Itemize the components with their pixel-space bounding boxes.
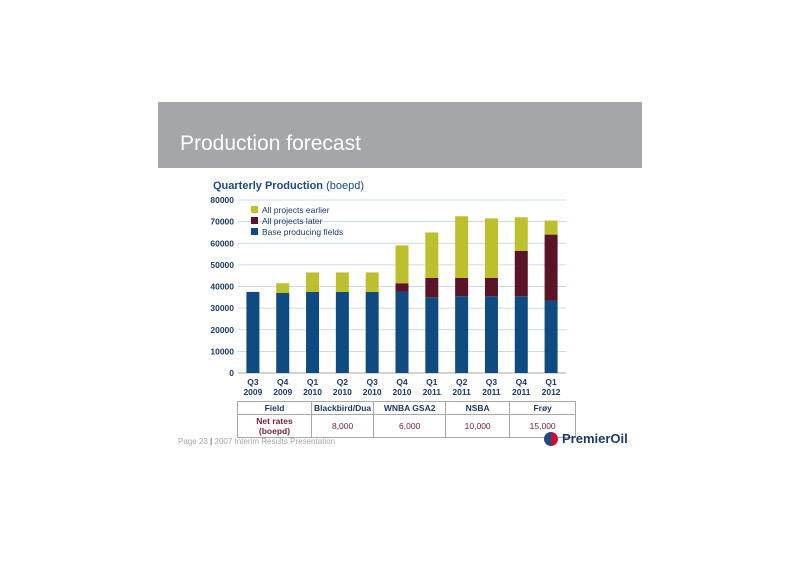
y-tick-label: 10000 bbox=[210, 346, 234, 356]
bar-segment bbox=[276, 283, 290, 293]
x-tick-label: Q1 bbox=[545, 377, 557, 387]
bar-segment bbox=[425, 232, 439, 278]
bar-segment bbox=[484, 296, 498, 373]
y-tick-label: 70000 bbox=[210, 217, 234, 227]
footer: Page 23 | 2007 Interim Results Presentat… bbox=[178, 437, 335, 446]
table-cell: 10,000 bbox=[445, 414, 511, 438]
footer-separator: | bbox=[210, 437, 213, 446]
bar-segment bbox=[455, 216, 469, 278]
x-tick-label: 2009 bbox=[273, 387, 292, 395]
y-tick-label: 60000 bbox=[210, 238, 234, 248]
x-tick-label: 2011 bbox=[512, 387, 531, 395]
page-number: Page 23 bbox=[178, 437, 208, 446]
legend-label: All projects earlier bbox=[262, 205, 330, 215]
table-header-cell: Blackbird/Dua bbox=[310, 401, 375, 415]
bar-segment bbox=[455, 277, 469, 297]
x-tick-label: 2011 bbox=[482, 387, 501, 395]
x-tick-label: 2010 bbox=[393, 387, 412, 395]
bar-segment bbox=[365, 272, 379, 292]
chart-title-unit: (boepd) bbox=[323, 180, 365, 192]
y-tick-label: 50000 bbox=[210, 260, 234, 270]
bar-segment bbox=[544, 300, 558, 373]
x-tick-label: 2011 bbox=[423, 387, 442, 395]
bar-segment bbox=[514, 250, 528, 297]
bar-segment bbox=[395, 245, 409, 284]
x-tick-label: Q4 bbox=[396, 377, 408, 387]
logo-text: PremierOil bbox=[562, 431, 628, 446]
x-tick-label: Q4 bbox=[277, 377, 289, 387]
bar-segment bbox=[365, 291, 379, 373]
table-header-cell: WNBA GSA2 bbox=[373, 401, 447, 415]
presentation-title: 2007 Interim Results Presentation bbox=[214, 437, 336, 446]
x-tick-label: 2010 bbox=[333, 387, 352, 395]
x-tick-label: Q1 bbox=[307, 377, 319, 387]
legend-label: All projects later bbox=[262, 216, 323, 226]
bar-segment bbox=[335, 272, 349, 292]
slide-title: Production forecast bbox=[180, 132, 361, 155]
bar-segment bbox=[395, 283, 409, 292]
x-tick-label: 2010 bbox=[303, 387, 322, 395]
legend-swatch bbox=[251, 217, 258, 224]
y-tick-label: 0 bbox=[229, 368, 234, 378]
title-band: Production forecast bbox=[158, 102, 642, 168]
x-tick-label: Q3 bbox=[247, 377, 259, 387]
bar-segment bbox=[544, 234, 558, 301]
x-tick-label: Q2 bbox=[337, 377, 349, 387]
x-tick-label: 2009 bbox=[243, 387, 262, 395]
bar-segment bbox=[246, 291, 260, 373]
y-tick-label: 30000 bbox=[210, 303, 234, 313]
table-header-cell: NSBA bbox=[445, 401, 511, 415]
bar-segment bbox=[544, 220, 558, 235]
table-header-cell: Field bbox=[237, 401, 312, 415]
x-tick-label: 2010 bbox=[363, 387, 382, 395]
bar-segment bbox=[484, 277, 498, 297]
table-cell: 8,000 bbox=[310, 414, 375, 438]
legend-swatch bbox=[251, 206, 258, 213]
table-rates-row: Net rates (boepd) 8,000 6,000 10,000 15,… bbox=[237, 414, 577, 438]
table-cell: 15,000 bbox=[509, 414, 577, 438]
bar-segment bbox=[335, 291, 349, 373]
bar-segment bbox=[455, 296, 469, 373]
x-tick-label: Q4 bbox=[516, 377, 528, 387]
x-tick-label: 2012 bbox=[542, 387, 561, 395]
field-rates-table: Field Blackbird/Dua WNBA GSA2 NSBA Frøy … bbox=[237, 401, 577, 438]
table-header-cell: Frøy bbox=[509, 401, 577, 415]
bar-segment bbox=[425, 277, 439, 298]
bar-segment bbox=[276, 292, 290, 373]
bar-segment bbox=[484, 218, 498, 278]
bar-segment bbox=[514, 217, 528, 251]
bar-segment bbox=[395, 291, 409, 373]
production-bar-chart: 0 10000 20000 30000 40000 50000 60000 70000 8000… bbox=[210, 195, 566, 395]
x-tick-label: 2011 bbox=[452, 387, 471, 395]
premier-oil-logo: PremierOil bbox=[544, 431, 628, 446]
x-tick-label: Q1 bbox=[426, 377, 438, 387]
logo-mark-icon bbox=[544, 431, 558, 446]
table-row-label: Net rates (boepd) bbox=[237, 414, 312, 438]
bar-segment bbox=[425, 297, 439, 373]
chart-title: Quarterly Production (boepd) bbox=[213, 180, 364, 192]
x-tick-label: Q2 bbox=[456, 377, 468, 387]
x-tick-label: Q3 bbox=[486, 377, 498, 387]
legend-swatch bbox=[251, 228, 258, 235]
table-header-row: Field Blackbird/Dua WNBA GSA2 NSBA Frøy bbox=[237, 401, 577, 415]
y-tick-label: 40000 bbox=[210, 282, 234, 292]
y-tick-label: 80000 bbox=[210, 195, 234, 205]
table-cell: 6,000 bbox=[373, 414, 447, 438]
y-tick-label: 20000 bbox=[210, 325, 234, 335]
legend-label: Base producing fields bbox=[262, 227, 343, 237]
chart-title-main: Quarterly Production bbox=[213, 180, 324, 192]
bar-segment bbox=[514, 296, 528, 373]
bar-segment bbox=[306, 272, 320, 292]
x-tick-label: Q3 bbox=[367, 377, 379, 387]
bar-segment bbox=[306, 291, 320, 373]
